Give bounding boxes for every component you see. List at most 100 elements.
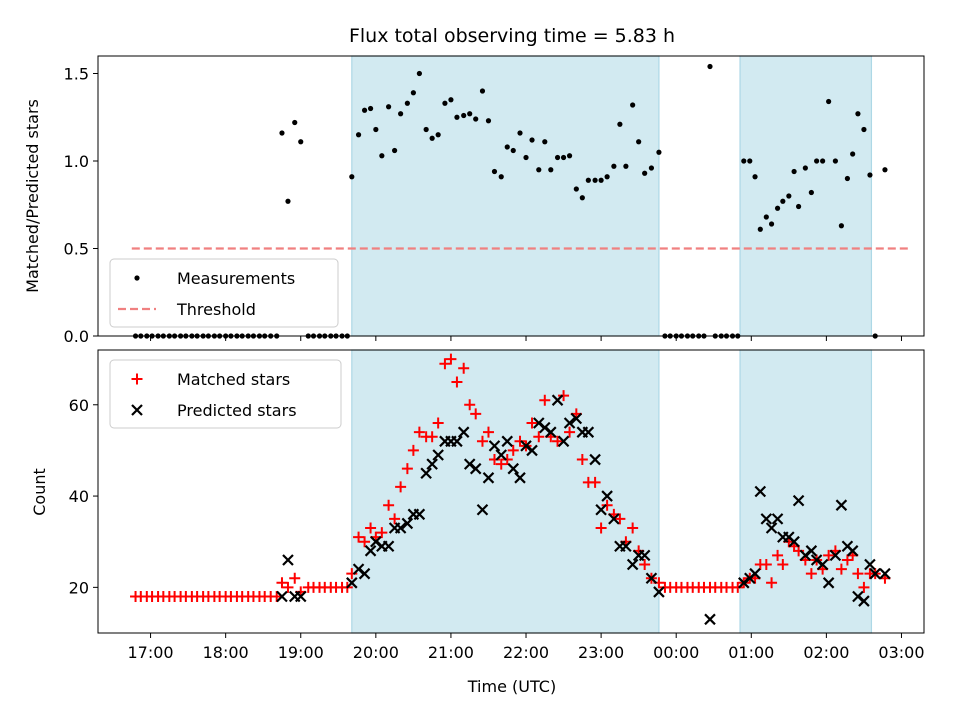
matched-star-point bbox=[383, 499, 395, 511]
legend-label: Threshold bbox=[176, 300, 256, 319]
matched-star-point bbox=[576, 454, 588, 466]
measurement-point bbox=[379, 153, 385, 159]
measurement-point bbox=[279, 130, 285, 136]
predicted-star-point bbox=[545, 426, 557, 438]
x-tick-label: 22:00 bbox=[503, 643, 549, 662]
x-tick-label: 18:00 bbox=[203, 643, 249, 662]
y-tick-label: 0.5 bbox=[64, 240, 89, 259]
predicted-star-point bbox=[589, 453, 601, 466]
measurement-point bbox=[855, 111, 861, 117]
matched-star-point bbox=[777, 559, 789, 571]
measurement-point bbox=[786, 193, 792, 199]
predicted-star-point bbox=[501, 435, 514, 448]
counts-series bbox=[130, 353, 891, 626]
matched-star-point bbox=[514, 435, 526, 447]
x-tick-label: 17:00 bbox=[128, 643, 174, 662]
measurement-point bbox=[636, 139, 642, 145]
predicted-star-point bbox=[869, 567, 881, 580]
measurement-point bbox=[392, 147, 398, 154]
measurement-point bbox=[373, 126, 379, 133]
bottom-highlight-spans bbox=[351, 349, 873, 634]
matched-star-point bbox=[772, 549, 784, 561]
predicted-star-point bbox=[601, 490, 613, 502]
bottom-axes-frame bbox=[97, 349, 925, 634]
measurement-point bbox=[386, 104, 392, 110]
legend-label: Matched stars bbox=[177, 370, 290, 389]
measurement-point bbox=[454, 114, 460, 120]
legend-box bbox=[109, 258, 339, 328]
predicted-star-point bbox=[704, 613, 716, 626]
measurement-point bbox=[585, 177, 591, 183]
measurements-series bbox=[132, 63, 888, 339]
measurement-point bbox=[461, 112, 467, 119]
predicted-star-point bbox=[495, 449, 508, 461]
predicted-star-point bbox=[620, 540, 632, 553]
matched-star-point bbox=[766, 577, 778, 589]
x-tick-label: 20:00 bbox=[353, 643, 399, 662]
measurement-point bbox=[517, 130, 523, 136]
measurement-point bbox=[485, 118, 492, 124]
measurement-point bbox=[648, 165, 655, 171]
measurement-point bbox=[598, 177, 604, 183]
measurement-point bbox=[398, 111, 404, 117]
y-tick-label: 1.0 bbox=[64, 152, 89, 171]
measurement-point bbox=[774, 205, 781, 211]
predicted-star-point bbox=[401, 517, 414, 530]
predicted-star-point bbox=[514, 472, 526, 484]
bottom-x-ticks: 17:00 18:00 19:00 20:00 21:00 22:00 23:00 00:00… bbox=[128, 633, 925, 662]
measurement-point bbox=[850, 151, 856, 157]
matched-star-point bbox=[533, 431, 545, 443]
predicted-star-point bbox=[638, 549, 651, 562]
legend-box bbox=[109, 359, 342, 429]
measurement-point bbox=[423, 126, 429, 133]
matched-star-point bbox=[376, 527, 388, 539]
matched-star-point bbox=[614, 513, 626, 525]
predicted-star-point bbox=[451, 435, 463, 448]
predicted-star-point bbox=[563, 417, 576, 429]
x-tick-label: 01:00 bbox=[728, 643, 774, 662]
measurement-point bbox=[416, 70, 422, 77]
measurement-point bbox=[361, 107, 368, 113]
y-tick-label: 40 bbox=[69, 487, 89, 506]
matched-star-point bbox=[501, 454, 513, 466]
measurement-point bbox=[579, 195, 585, 201]
chart-title: Flux total observing time = 5.83 h bbox=[349, 25, 675, 47]
predicted-star-point bbox=[358, 567, 371, 580]
x-tick-label: 00:00 bbox=[653, 643, 699, 662]
measurement-point bbox=[832, 158, 838, 164]
highlight-span bbox=[351, 349, 660, 634]
measurement-point bbox=[838, 223, 845, 229]
predicted-star-point bbox=[364, 545, 377, 557]
measurement-point bbox=[757, 226, 763, 232]
highlight-span bbox=[739, 349, 873, 634]
matched-star-point bbox=[852, 568, 864, 580]
legend-label: Measurements bbox=[177, 269, 295, 288]
matched-star-point bbox=[464, 399, 476, 411]
predicted-star-point bbox=[879, 567, 891, 580]
top-axes-frame bbox=[97, 55, 925, 337]
legend-x-marker bbox=[131, 404, 143, 416]
measurement-point bbox=[747, 158, 753, 164]
measurement-point bbox=[826, 98, 832, 105]
predicted-star-point bbox=[413, 508, 426, 521]
measurement-point bbox=[355, 132, 362, 138]
predicted-star-point bbox=[858, 595, 870, 607]
matched-star-point bbox=[639, 559, 651, 571]
measurement-point bbox=[592, 177, 598, 183]
matched-star-point bbox=[552, 435, 564, 447]
predicted-star-point bbox=[754, 485, 767, 498]
predicted-star-point bbox=[626, 558, 639, 571]
measurement-point bbox=[707, 63, 713, 70]
predicted-star-point bbox=[653, 586, 665, 598]
predicted-star-point bbox=[835, 499, 848, 511]
matched-star-point bbox=[601, 499, 613, 511]
measurement-point bbox=[768, 221, 775, 227]
predicted-star-point bbox=[608, 513, 620, 525]
predicted-star-point bbox=[749, 567, 761, 580]
legend-label: Predicted stars bbox=[177, 401, 297, 420]
predicted-star-point bbox=[765, 522, 778, 534]
predicted-star-point bbox=[420, 467, 432, 480]
predicted-star-point bbox=[507, 462, 520, 475]
predicted-star-point bbox=[645, 572, 658, 585]
matched-star-point bbox=[495, 458, 507, 470]
